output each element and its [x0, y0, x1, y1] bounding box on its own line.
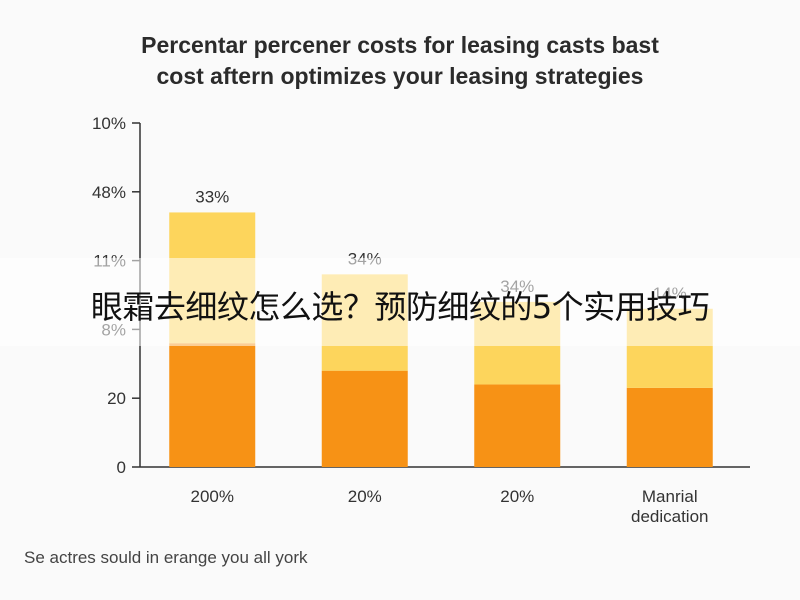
- bar-segment: [474, 384, 561, 467]
- bar-segment: [321, 370, 408, 467]
- x-tick-label: 20%: [500, 487, 534, 506]
- caption-overlay-text: 眼霜去细纹怎么选？预防细纹的5个实用技巧: [90, 288, 710, 326]
- y-tick-label: 48%: [92, 183, 126, 202]
- y-tick-label: 10%: [92, 114, 126, 133]
- x-tick-label: 20%: [348, 487, 382, 506]
- bar-segment: [626, 387, 713, 467]
- x-tick-label: dedication: [631, 507, 709, 526]
- chart-footnote: Se actres sould in erange you all york: [24, 548, 308, 567]
- chart-title-line-1: Percentar percener costs for leasing cas…: [141, 32, 659, 58]
- caption-overlay-band: [0, 258, 800, 346]
- x-tick-label: Manrial: [642, 487, 698, 506]
- chart-title: Percentar percener costs for leasing cas…: [0, 30, 800, 92]
- x-tick-label: 200%: [191, 487, 234, 506]
- y-tick-label: 0: [117, 458, 126, 477]
- bar-segment: [169, 343, 256, 467]
- chart-title-line-2: cost aftern optimizes your leasing strat…: [156, 63, 644, 89]
- y-tick-label: 20: [107, 389, 126, 408]
- data-label: 33%: [195, 187, 229, 206]
